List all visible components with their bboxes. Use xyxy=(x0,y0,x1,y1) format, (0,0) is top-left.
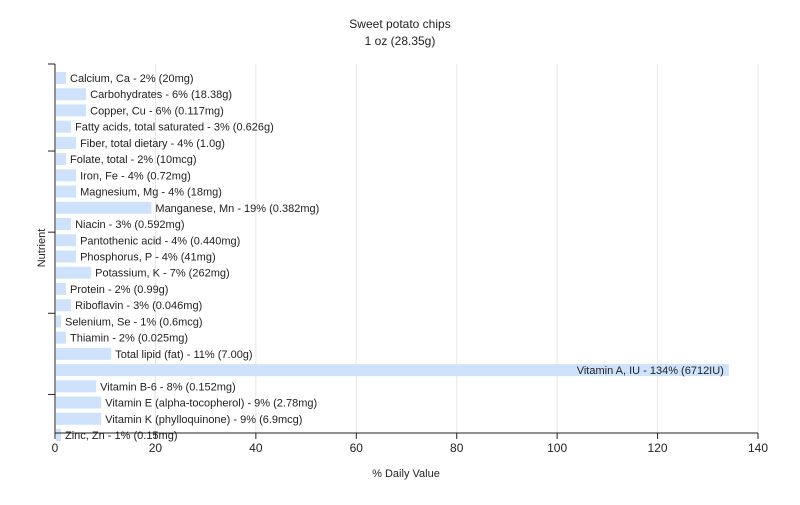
bar-17 xyxy=(56,331,67,344)
bar-7 xyxy=(56,169,77,182)
bar-label: Magnesium, Mg - 4% (18mg) xyxy=(80,187,222,199)
x-tick-label: 20 xyxy=(149,441,163,455)
bar-12 xyxy=(56,250,77,263)
bar-14 xyxy=(56,282,67,295)
bar-label: Copper, Cu - 6% (0.117mg) xyxy=(90,105,224,117)
bar-label: Niacin - 3% (0.592mg) xyxy=(75,219,184,231)
bar-1 xyxy=(56,72,67,84)
bar-15 xyxy=(56,299,72,312)
bar-6 xyxy=(56,153,67,166)
bar-19 xyxy=(56,364,729,377)
bar-label: Phosphorus, P - 4% (41mg) xyxy=(80,252,216,264)
bar-label: Thiamin - 2% (0.025mg) xyxy=(70,333,188,345)
bar-21 xyxy=(56,396,102,409)
bar-label: Vitamin A, IU - 134% (6712IU) xyxy=(577,365,724,377)
bar-5 xyxy=(56,136,77,149)
x-tick-label: 100 xyxy=(547,441,567,455)
bar-13 xyxy=(56,266,92,279)
grid-lines xyxy=(154,64,759,433)
axes: 0 20 40 60 80 100 120 140 xyxy=(48,63,768,455)
bar-label: Fatty acids, total saturated - 3% (0.626… xyxy=(75,122,274,134)
bar-label: Potassium, K - 7% (262mg) xyxy=(95,268,230,280)
bar-label: Calcium, Ca - 2% (20mg) xyxy=(70,73,193,85)
bar-2 xyxy=(56,88,87,101)
bar-label: Iron, Fe - 4% (0.72mg) xyxy=(80,170,191,182)
bar-label: Protein - 2% (0.99g) xyxy=(70,284,168,296)
bar-label: Riboflavin - 3% (0.046mg) xyxy=(75,300,202,312)
bar-10 xyxy=(56,218,72,231)
x-tick-label: 0 xyxy=(52,441,59,455)
bar-label: Vitamin E (alpha-tocopherol) - 9% (2.78m… xyxy=(105,398,317,410)
x-tick-label: 40 xyxy=(249,441,263,455)
bar-23 xyxy=(56,429,62,441)
bar-11 xyxy=(56,234,77,247)
y-axis-label: Nutrient xyxy=(36,229,48,268)
bar-label: Carbohydrates - 6% (18.38g) xyxy=(90,89,232,101)
bar-8 xyxy=(56,185,77,198)
bar-label: Pantothenic acid - 4% (0.440mg) xyxy=(80,235,240,247)
bar-16 xyxy=(56,315,62,328)
bar-label: Folate, total - 2% (10mcg) xyxy=(70,154,197,166)
chart-subtitle: 1 oz (28.35g) xyxy=(365,34,436,48)
x-axis-label: % Daily Value xyxy=(372,468,440,480)
bar-label: Total lipid (fat) - 11% (7.00g) xyxy=(115,349,252,361)
bar-label: Vitamin K (phylloquinone) - 9% (6.9mcg) xyxy=(105,414,302,426)
bar-label: Vitamin B-6 - 8% (0.152mg) xyxy=(100,381,236,393)
bar-label: Fiber, total dietary - 4% (1.0g) xyxy=(80,138,225,150)
bar-4 xyxy=(56,120,72,133)
bar-18 xyxy=(56,347,112,360)
bar-label: Selenium, Se - 1% (0.6mcg) xyxy=(65,316,203,328)
bar-3 xyxy=(56,104,87,117)
bar-label: Manganese, Mn - 19% (0.382mg) xyxy=(155,203,319,215)
bar-22 xyxy=(56,412,102,425)
x-tick-label: 120 xyxy=(648,441,668,455)
bar-20 xyxy=(56,380,97,393)
bars: Calcium, Ca - 2% (20mg) Carbohydrates - 6… xyxy=(56,72,729,442)
x-tick-label: 80 xyxy=(450,441,464,455)
x-tick-label: 60 xyxy=(350,441,364,455)
chart-title: Sweet potato chips xyxy=(349,17,450,31)
x-tick-label: 140 xyxy=(748,441,768,455)
bar-9 xyxy=(56,201,152,214)
